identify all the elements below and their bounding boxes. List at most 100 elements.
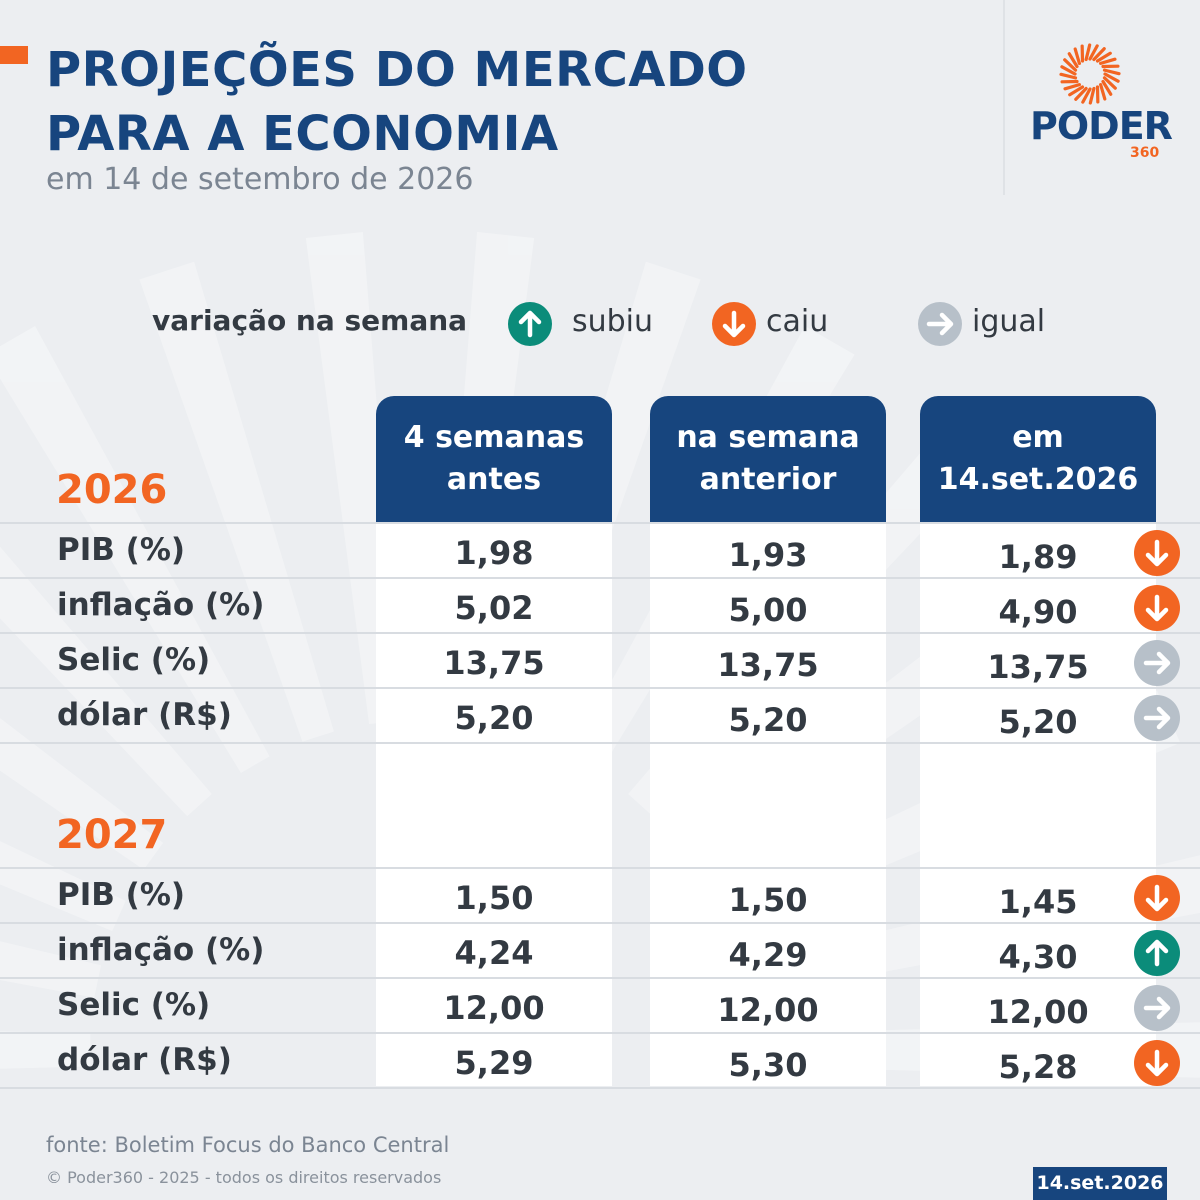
table-cell: 12,00 xyxy=(987,993,1089,1031)
table-cell: 13,75 xyxy=(987,648,1089,686)
year-label: 2026 xyxy=(56,467,168,513)
sun-ray xyxy=(1102,76,1117,90)
table-cell: 1,89 xyxy=(998,538,1078,576)
table-cell: 4,90 xyxy=(998,593,1078,631)
source-note: fonte: Boletim Focus do Banco Central xyxy=(46,1133,450,1157)
copyright-note: © Poder360 - 2025 - todos os direitos re… xyxy=(46,1168,442,1187)
column-header-4-weeks: 4 semanas antes xyxy=(376,396,612,522)
row-divider xyxy=(0,687,1200,689)
table-cell: 13,75 xyxy=(443,644,545,682)
poder360-logo: PODER 360 xyxy=(1030,40,1173,170)
row-label: PIB (%) xyxy=(57,877,186,913)
table-cell: 5,30 xyxy=(728,1046,808,1084)
background-ray xyxy=(0,718,164,870)
sun-ray xyxy=(1095,51,1112,63)
legend-label-equal: igual xyxy=(972,304,1046,339)
arrow-right-icon xyxy=(918,302,962,346)
background-ray xyxy=(0,841,126,932)
sun-ray xyxy=(1068,85,1085,97)
sun-ray xyxy=(1059,72,1078,80)
sun-logo-icon xyxy=(1059,43,1121,105)
title-line-2: PARA A ECONOMIA xyxy=(46,106,559,162)
background-ray xyxy=(0,941,102,998)
page-title: PROJEÇÕES DO MERCADO PARA A ECONOMIA xyxy=(46,38,946,166)
row-label: Selic (%) xyxy=(57,642,211,678)
row-label: inflação (%) xyxy=(57,932,265,968)
table-cell: 5,28 xyxy=(998,1048,1078,1086)
row-label: inflação (%) xyxy=(57,587,265,623)
sun-ray xyxy=(1099,83,1107,101)
legend-title: variação na semana xyxy=(152,304,468,337)
sun-ray xyxy=(1060,65,1077,76)
arrow-down-icon xyxy=(1134,1040,1180,1086)
arrow-right-icon xyxy=(1134,985,1180,1031)
row-divider xyxy=(0,632,1200,634)
page-subtitle: em 14 de setembro de 2026 xyxy=(46,162,474,197)
year-label: 2027 xyxy=(56,812,168,858)
table-cell: 1,50 xyxy=(728,881,808,919)
sun-ray xyxy=(1081,87,1092,104)
arrow-up-icon xyxy=(1134,930,1180,976)
arrow-right-icon xyxy=(1134,640,1180,686)
background-ray xyxy=(0,546,212,817)
row-divider xyxy=(0,922,1200,924)
accent-bar xyxy=(0,46,28,64)
column-header-line: antes xyxy=(446,462,542,497)
sun-ray xyxy=(1073,47,1081,65)
table-cell: 12,00 xyxy=(443,989,545,1027)
row-divider xyxy=(0,1087,1200,1089)
sun-ray xyxy=(1074,86,1088,101)
table-cell: 13,75 xyxy=(717,646,819,684)
arrow-down-icon xyxy=(1134,585,1180,631)
legend-label-up: subiu xyxy=(572,304,654,339)
background-ray xyxy=(0,1031,91,1069)
arrow-down-icon xyxy=(1134,530,1180,576)
table-cell: 1,93 xyxy=(728,536,808,574)
sun-ray xyxy=(1103,72,1120,83)
header-divider xyxy=(1003,0,1005,195)
row-label: PIB (%) xyxy=(57,532,186,568)
legend-label-down: caiu xyxy=(766,304,829,339)
table-cell: 5,20 xyxy=(998,703,1078,741)
background-ray xyxy=(139,261,334,742)
row-label: dólar (R$) xyxy=(57,1042,232,1078)
table-cell: 1,45 xyxy=(998,883,1078,921)
sun-ray xyxy=(1088,86,1096,105)
table-cell: 5,00 xyxy=(728,591,808,629)
column-header-line: em xyxy=(1012,420,1064,455)
table-cell: 5,02 xyxy=(454,589,534,627)
row-divider xyxy=(0,577,1200,579)
sun-ray xyxy=(1063,58,1078,72)
table-cell: 5,20 xyxy=(728,701,808,739)
title-line-1: PROJEÇÕES DO MERCADO xyxy=(46,42,748,98)
sun-ray xyxy=(1063,83,1081,91)
arrow-up-icon xyxy=(508,302,552,346)
table-cell: 1,98 xyxy=(454,534,534,572)
sun-ray xyxy=(1067,52,1079,69)
row-divider xyxy=(0,867,1200,869)
arrow-down-icon xyxy=(712,302,756,346)
row-label: Selic (%) xyxy=(57,987,211,1023)
table-cell: 4,24 xyxy=(454,934,534,972)
logo-word: PODER xyxy=(1030,104,1173,148)
table-cell: 5,29 xyxy=(454,1044,534,1082)
sun-ray xyxy=(1088,44,1099,61)
sun-ray xyxy=(1099,57,1117,65)
column-header-line: 14.set.2026 xyxy=(937,462,1139,497)
arrow-down-icon xyxy=(1134,875,1180,921)
sun-ray xyxy=(1084,43,1092,62)
table-cell: 5,20 xyxy=(454,699,534,737)
sun-ray xyxy=(1101,79,1113,96)
column-header-current: em 14.set.2026 xyxy=(920,396,1156,522)
arrow-right-icon xyxy=(1134,695,1180,741)
table-cell: 12,00 xyxy=(717,991,819,1029)
sun-ray xyxy=(1092,47,1106,62)
table-cell: 4,29 xyxy=(728,936,808,974)
row-divider xyxy=(0,1032,1200,1034)
legend: variação na semana subiu caiu igual xyxy=(0,300,1200,350)
column-header-line: 4 semanas xyxy=(403,420,585,455)
row-divider xyxy=(0,522,1200,524)
date-badge: 14.set.2026 xyxy=(1033,1167,1167,1200)
column-header-previous-week: na semana anterior xyxy=(650,396,886,522)
row-divider xyxy=(0,742,1200,744)
